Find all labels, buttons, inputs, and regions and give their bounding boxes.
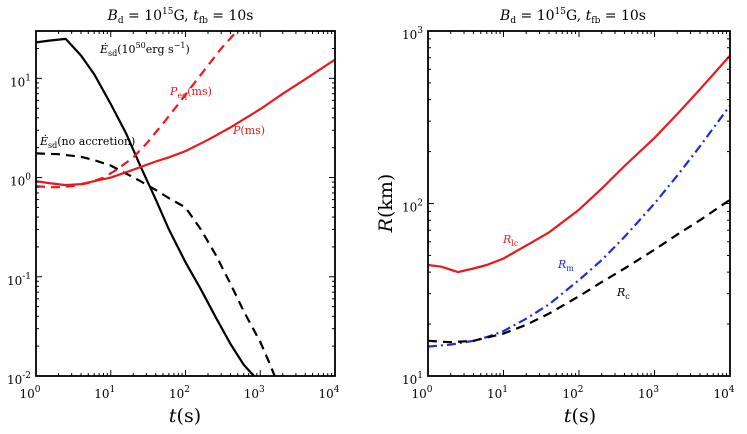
right-series-line-1 [428, 104, 730, 348]
right-x-tick-label-1: 101 [487, 385, 508, 401]
right-y-tick-labels: 101 102 103 [402, 26, 423, 387]
right-plot-frame [427, 30, 731, 377]
left-series-line-1 [36, 152, 276, 376]
left-x-tick-label-2: 102 [169, 385, 190, 401]
right-y-tick-label-1: 102 [402, 199, 423, 215]
left-y-tick-label-0: 10-2 [7, 371, 31, 387]
left-y-tick-label-2: 100 [10, 173, 31, 189]
left-x-tick-labels: 100 101 102 103 104 [19, 385, 339, 401]
right-chart-title: Bd = 1015G, tfb = 10s [499, 7, 646, 26]
right-x-tick-label-2: 102 [562, 385, 583, 401]
right-y-tick-label-0: 101 [402, 371, 423, 387]
right-x-tick-labels: 100 101 102 103 104 [411, 385, 734, 401]
left-x-tick-label-1: 101 [94, 385, 115, 401]
annotation-edot-no-accretion: Ėsd(no accretion) [39, 134, 135, 150]
annotation-edot-sd: Ėsd(1050erg s−1) [99, 41, 190, 58]
annotation-r-lc: Rlc [502, 233, 519, 248]
right-series-group [428, 54, 730, 348]
right-x-tick-label-0: 100 [411, 385, 432, 401]
left-ticks [35, 30, 336, 377]
left-plot-frame [35, 30, 336, 377]
left-series-line-3 [36, 58, 335, 187]
right-x-tick-label-3: 103 [638, 385, 659, 401]
left-x-axis-label: t(s) [169, 405, 201, 427]
left-chart-title: Bd = 1015G, tfb = 10s [107, 7, 254, 26]
left-series-group [36, 31, 335, 376]
right-series-line-2 [428, 198, 730, 344]
annotation-p: P(ms) [232, 124, 265, 137]
left-x-tick-label-0: 100 [19, 385, 40, 401]
annotation-r-c: Rc [616, 286, 630, 301]
left-series-line-0 [36, 37, 256, 376]
right-panel: Bd = 1015G, tfb = 10s 100 101 102 103 10… [375, 7, 735, 427]
left-x-tick-label-3: 103 [244, 385, 265, 401]
left-y-tick-labels: 10-2 10-1 100 101 [7, 73, 31, 387]
left-y-tick-label-1: 10-1 [7, 272, 31, 288]
annotation-p-eq: Peq(ms) [169, 85, 212, 100]
left-panel: Bd = 1015G, tfb = 10s 100 101 102 103 10… [7, 7, 340, 427]
right-y-axis-label: R(km) [375, 174, 397, 234]
right-series-line-0 [428, 54, 730, 274]
right-ticks [427, 30, 731, 377]
left-x-tick-label-4: 104 [318, 385, 339, 401]
right-x-axis-label: t(s) [564, 405, 596, 427]
right-x-tick-label-4: 104 [713, 385, 734, 401]
left-y-tick-label-3: 101 [10, 73, 31, 89]
right-y-tick-label-2: 103 [402, 26, 423, 42]
annotation-r-m: Rm [557, 258, 574, 273]
